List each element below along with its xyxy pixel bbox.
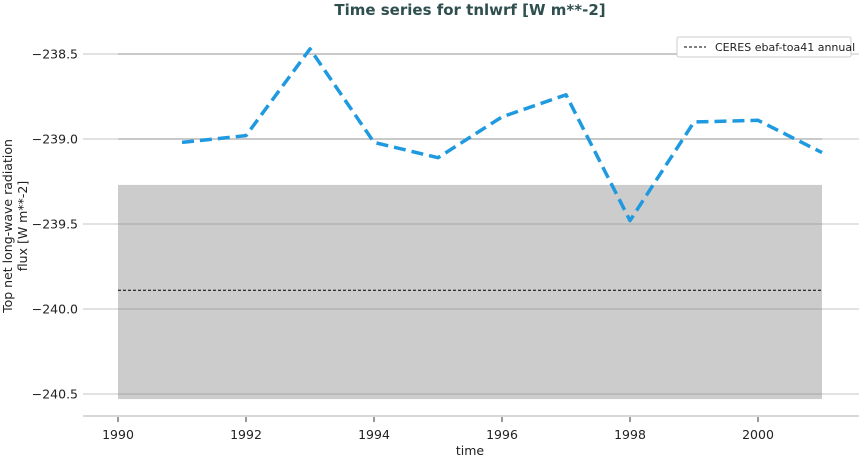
legend: CERES ebaf-toa41 annual <box>676 36 855 58</box>
x-axis-ticks: 1990 1992 1994 1996 1998 2000 <box>102 417 774 442</box>
x-tick-label: 1994 <box>358 427 390 442</box>
x-axis-label: time <box>456 443 485 457</box>
y-axis-label: Top net long-wave radiation flux [W m**-… <box>0 139 30 314</box>
y-tick-label: −238.5 <box>32 47 78 62</box>
y-axis-label-line-1: Top net long-wave radiation <box>0 139 15 314</box>
model-series-line <box>181 47 823 223</box>
y-tick-label: −239.5 <box>32 217 78 232</box>
x-tick-label: 2000 <box>742 427 774 442</box>
legend-label-ceres: CERES ebaf-toa41 annual <box>715 41 855 54</box>
ceres-range-band <box>118 184 822 400</box>
y-tick-label: −240.5 <box>32 387 78 402</box>
x-tick-label: 1998 <box>614 427 646 442</box>
x-tick-label: 1992 <box>230 427 262 442</box>
x-tick-label: 1996 <box>486 427 518 442</box>
y-tick-label: −240.0 <box>32 302 78 317</box>
y-axis-label-line-2: flux [W m**-2] <box>15 181 30 271</box>
y-axis-ticks: −238.5 −239.0 −239.5 −240.0 −240.5 <box>32 47 78 402</box>
chart-title: Time series for tnlwrf [W m**-2] <box>334 1 605 19</box>
legend-box <box>676 36 852 58</box>
x-tick-label: 1990 <box>102 427 134 442</box>
y-tick-label: −239.0 <box>32 132 78 147</box>
